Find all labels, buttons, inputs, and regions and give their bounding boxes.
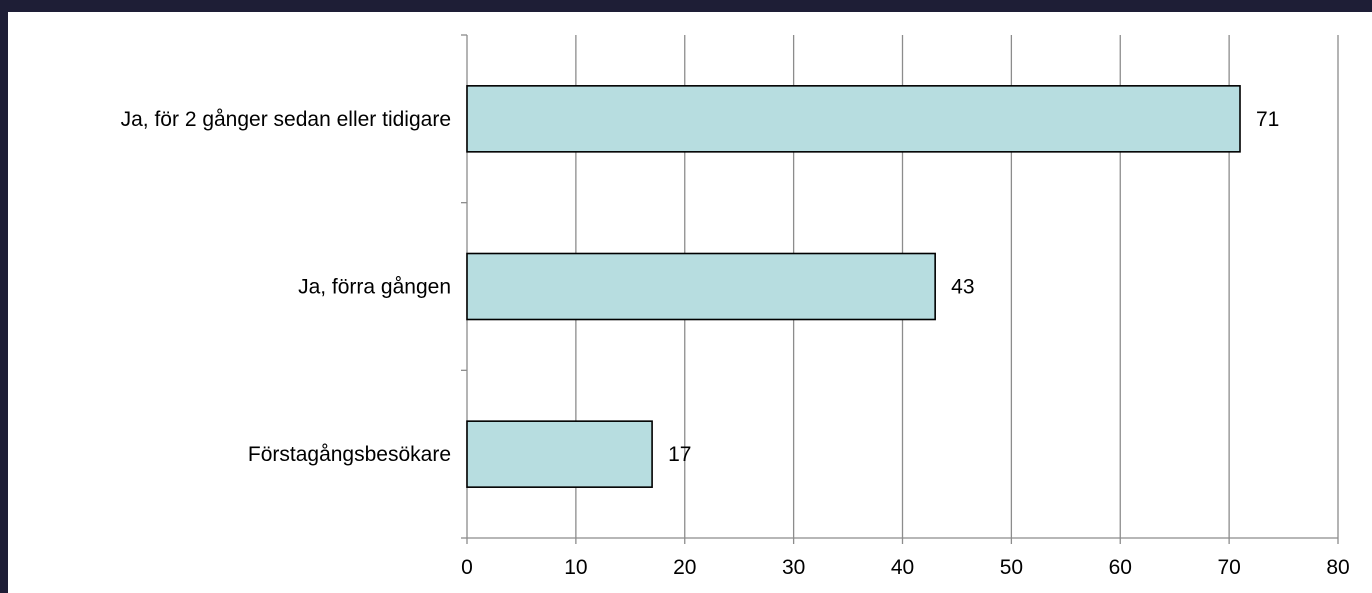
category-label: Ja, förra gången (298, 276, 451, 299)
bar-1 (466, 85, 1241, 153)
data-label: 43 (951, 276, 974, 299)
labels: 0 10 20 30 40 50 60 70 80 Ja, för 2 gånger sedan … (121, 108, 1350, 579)
x-tick-label: 50 (1000, 556, 1023, 579)
category-label: Ja, för 2 gånger sedan eller tidigare (121, 108, 451, 131)
bar-chart: 0 10 20 30 40 50 60 70 80 Ja, för 2 gånger sedan … (121, 34, 1350, 579)
data-label: 17 (668, 443, 691, 466)
x-tick-label: 10 (564, 556, 587, 579)
category-label: Förstagångsbesökare (248, 443, 451, 466)
data-label: 71 (1256, 108, 1279, 131)
x-tick-label: 70 (1217, 556, 1240, 579)
x-tick-label: 80 (1326, 556, 1349, 579)
x-tick-label: 30 (782, 556, 805, 579)
x-tick-label: 20 (673, 556, 696, 579)
x-tick-label: 40 (891, 556, 914, 579)
bar-3 (466, 420, 653, 488)
bars (466, 85, 1241, 488)
x-tick-label: 60 (1109, 556, 1132, 579)
chart-panel: 0 10 20 30 40 50 60 70 80 Ja, för 2 gånger sedan … (8, 12, 1372, 593)
bar-2 (466, 252, 936, 321)
x-tick-label: 0 (461, 556, 473, 579)
